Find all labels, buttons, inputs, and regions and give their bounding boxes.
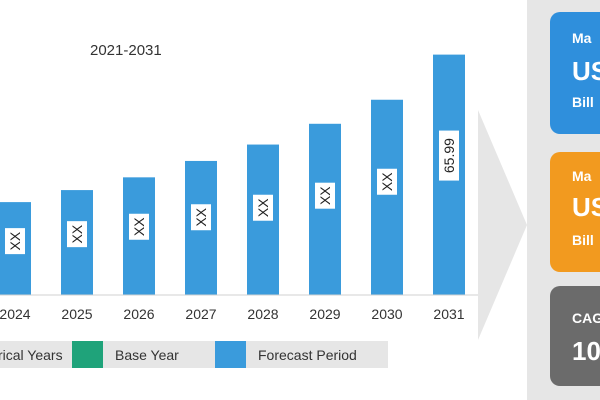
value-label-2027: XX: [193, 207, 209, 226]
legend-swatch-base-year: [72, 341, 103, 368]
legend-item-forecast: Forecast Period: [215, 341, 357, 368]
card3-line1: CAG: [572, 310, 600, 326]
legend-label-base-year: Base Year: [115, 346, 179, 363]
x-tick-2024: 2024: [0, 306, 31, 322]
value-label-2024: XX: [7, 231, 23, 250]
value-label-box-2029: [315, 182, 335, 209]
value-label-box-2026: [129, 213, 149, 240]
card3-line2: 10: [572, 336, 600, 366]
value-label-box-2024: [5, 228, 25, 255]
value-label-2030: XX: [379, 172, 395, 191]
x-tick-2029: 2029: [309, 306, 340, 322]
x-tick-2030: 2030: [371, 306, 402, 322]
card2-line1: Ma: [572, 168, 592, 184]
x-tick-2028: 2028: [247, 306, 278, 322]
card1-line1: Ma: [572, 30, 592, 46]
card1-line3: Bill: [572, 94, 594, 110]
chart-subtitle: 2021-2031: [90, 42, 162, 59]
card2-line3: Bill: [572, 232, 594, 248]
arrow-connector: [478, 110, 527, 340]
x-tick-2031: 2031: [433, 306, 464, 322]
value-label-box-2031: [439, 130, 459, 181]
bar-2030: [371, 99, 403, 295]
x-tick-2027: 2027: [185, 306, 216, 322]
cagr-card: CAG 10: [550, 286, 600, 386]
value-label-box-2025: [67, 221, 87, 248]
legend-label-forecast: Forecast Period: [258, 346, 357, 363]
value-label-box-2028: [253, 194, 273, 221]
x-tick-2026: 2026: [123, 306, 154, 322]
x-tick-2025: 2025: [61, 306, 92, 322]
card1-line2: US: [572, 56, 600, 86]
market-forecast-card: Ma US Bill: [550, 152, 600, 272]
legend-item-base-year: Base Year: [72, 341, 179, 368]
market-value-card: Ma US Bill: [550, 12, 600, 134]
value-label-2025: XX: [69, 224, 85, 243]
card2-line2: US: [572, 192, 600, 222]
value-label-box-2030: [377, 168, 397, 195]
bar-2029: [309, 123, 341, 296]
legend-item-historical: rical Years: [0, 341, 63, 368]
value-label-2031: 65.99: [441, 138, 457, 173]
legend-label-historical: rical Years: [0, 346, 63, 363]
legend: rical Years Base Year Forecast Period: [0, 341, 388, 368]
value-label-2026: XX: [131, 217, 147, 236]
value-label-box-2027: [191, 204, 211, 231]
legend-swatch-forecast: [215, 341, 246, 368]
value-label-2029: XX: [317, 186, 333, 205]
value-label-2028: XX: [255, 198, 271, 217]
